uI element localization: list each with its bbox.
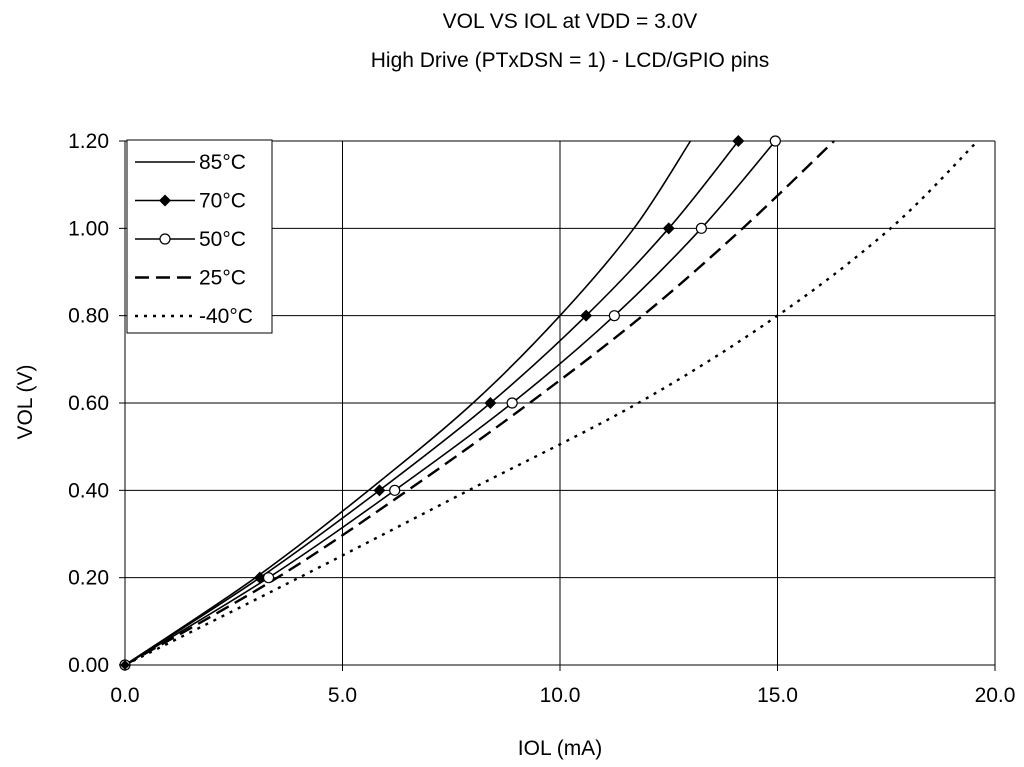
x-tick-label: 5.0	[328, 684, 357, 707]
series-marker-1	[662, 222, 675, 235]
legend-marker-2	[159, 233, 171, 245]
series-marker-1	[253, 571, 266, 584]
series-marker-2	[695, 222, 707, 234]
series-marker-2	[608, 310, 620, 322]
legend-label-1: 70°C	[199, 190, 246, 213]
series-marker-1	[580, 309, 593, 322]
series-marker-1	[373, 484, 386, 497]
x-tick-label: 0.0	[110, 684, 139, 707]
x-tick-label: 15.0	[757, 684, 798, 707]
series-marker-2	[506, 397, 518, 409]
y-tick-label: 1.20	[68, 130, 109, 153]
y-tick-label: 0.40	[68, 479, 109, 502]
legend-label-3: 25°C	[199, 267, 246, 290]
series-marker-1	[732, 135, 745, 147]
y-tick-label: 1.00	[68, 217, 109, 240]
legend-label-0: 85°C	[199, 151, 246, 174]
legend-label-4: -40°C	[199, 305, 253, 328]
x-tick-label: 10.0	[540, 684, 581, 707]
legend-label-2: 50°C	[199, 228, 246, 251]
series-marker-2	[769, 135, 781, 147]
tick-labels: 0.0 5.0 10.0 15.0 20.0 0.00 0.20 0.40 0.60 0.80 1.…	[68, 130, 1015, 707]
chart-subtitle: High Drive (PTxDSN = 1) - LCD/GPIO pins	[371, 49, 770, 72]
series-markers	[119, 135, 781, 671]
legend-marker-1	[159, 194, 171, 207]
series-marker-1	[484, 397, 497, 409]
series-marker-2	[389, 484, 401, 496]
series-marker-2	[262, 572, 275, 584]
y-axis-label: VOL (V)	[14, 364, 37, 439]
chart-title: VOL VS IOL at VDD = 3.0V	[443, 10, 698, 33]
legend: 85°C 70°C 50°C 25°C -40°C	[126, 139, 273, 334]
series-line-0	[124, 140, 692, 666]
origin-marker	[120, 660, 130, 670]
y-tick-label: 0.20	[68, 567, 109, 590]
y-tick-label: 0.80	[68, 305, 109, 328]
y-tick-label: 0.60	[68, 392, 109, 415]
y-tick-label: 0.00	[68, 654, 109, 677]
legend-box	[126, 139, 273, 334]
x-axis-label: IOL (mA)	[518, 737, 602, 760]
x-tick-label: 20.0	[975, 684, 1016, 707]
